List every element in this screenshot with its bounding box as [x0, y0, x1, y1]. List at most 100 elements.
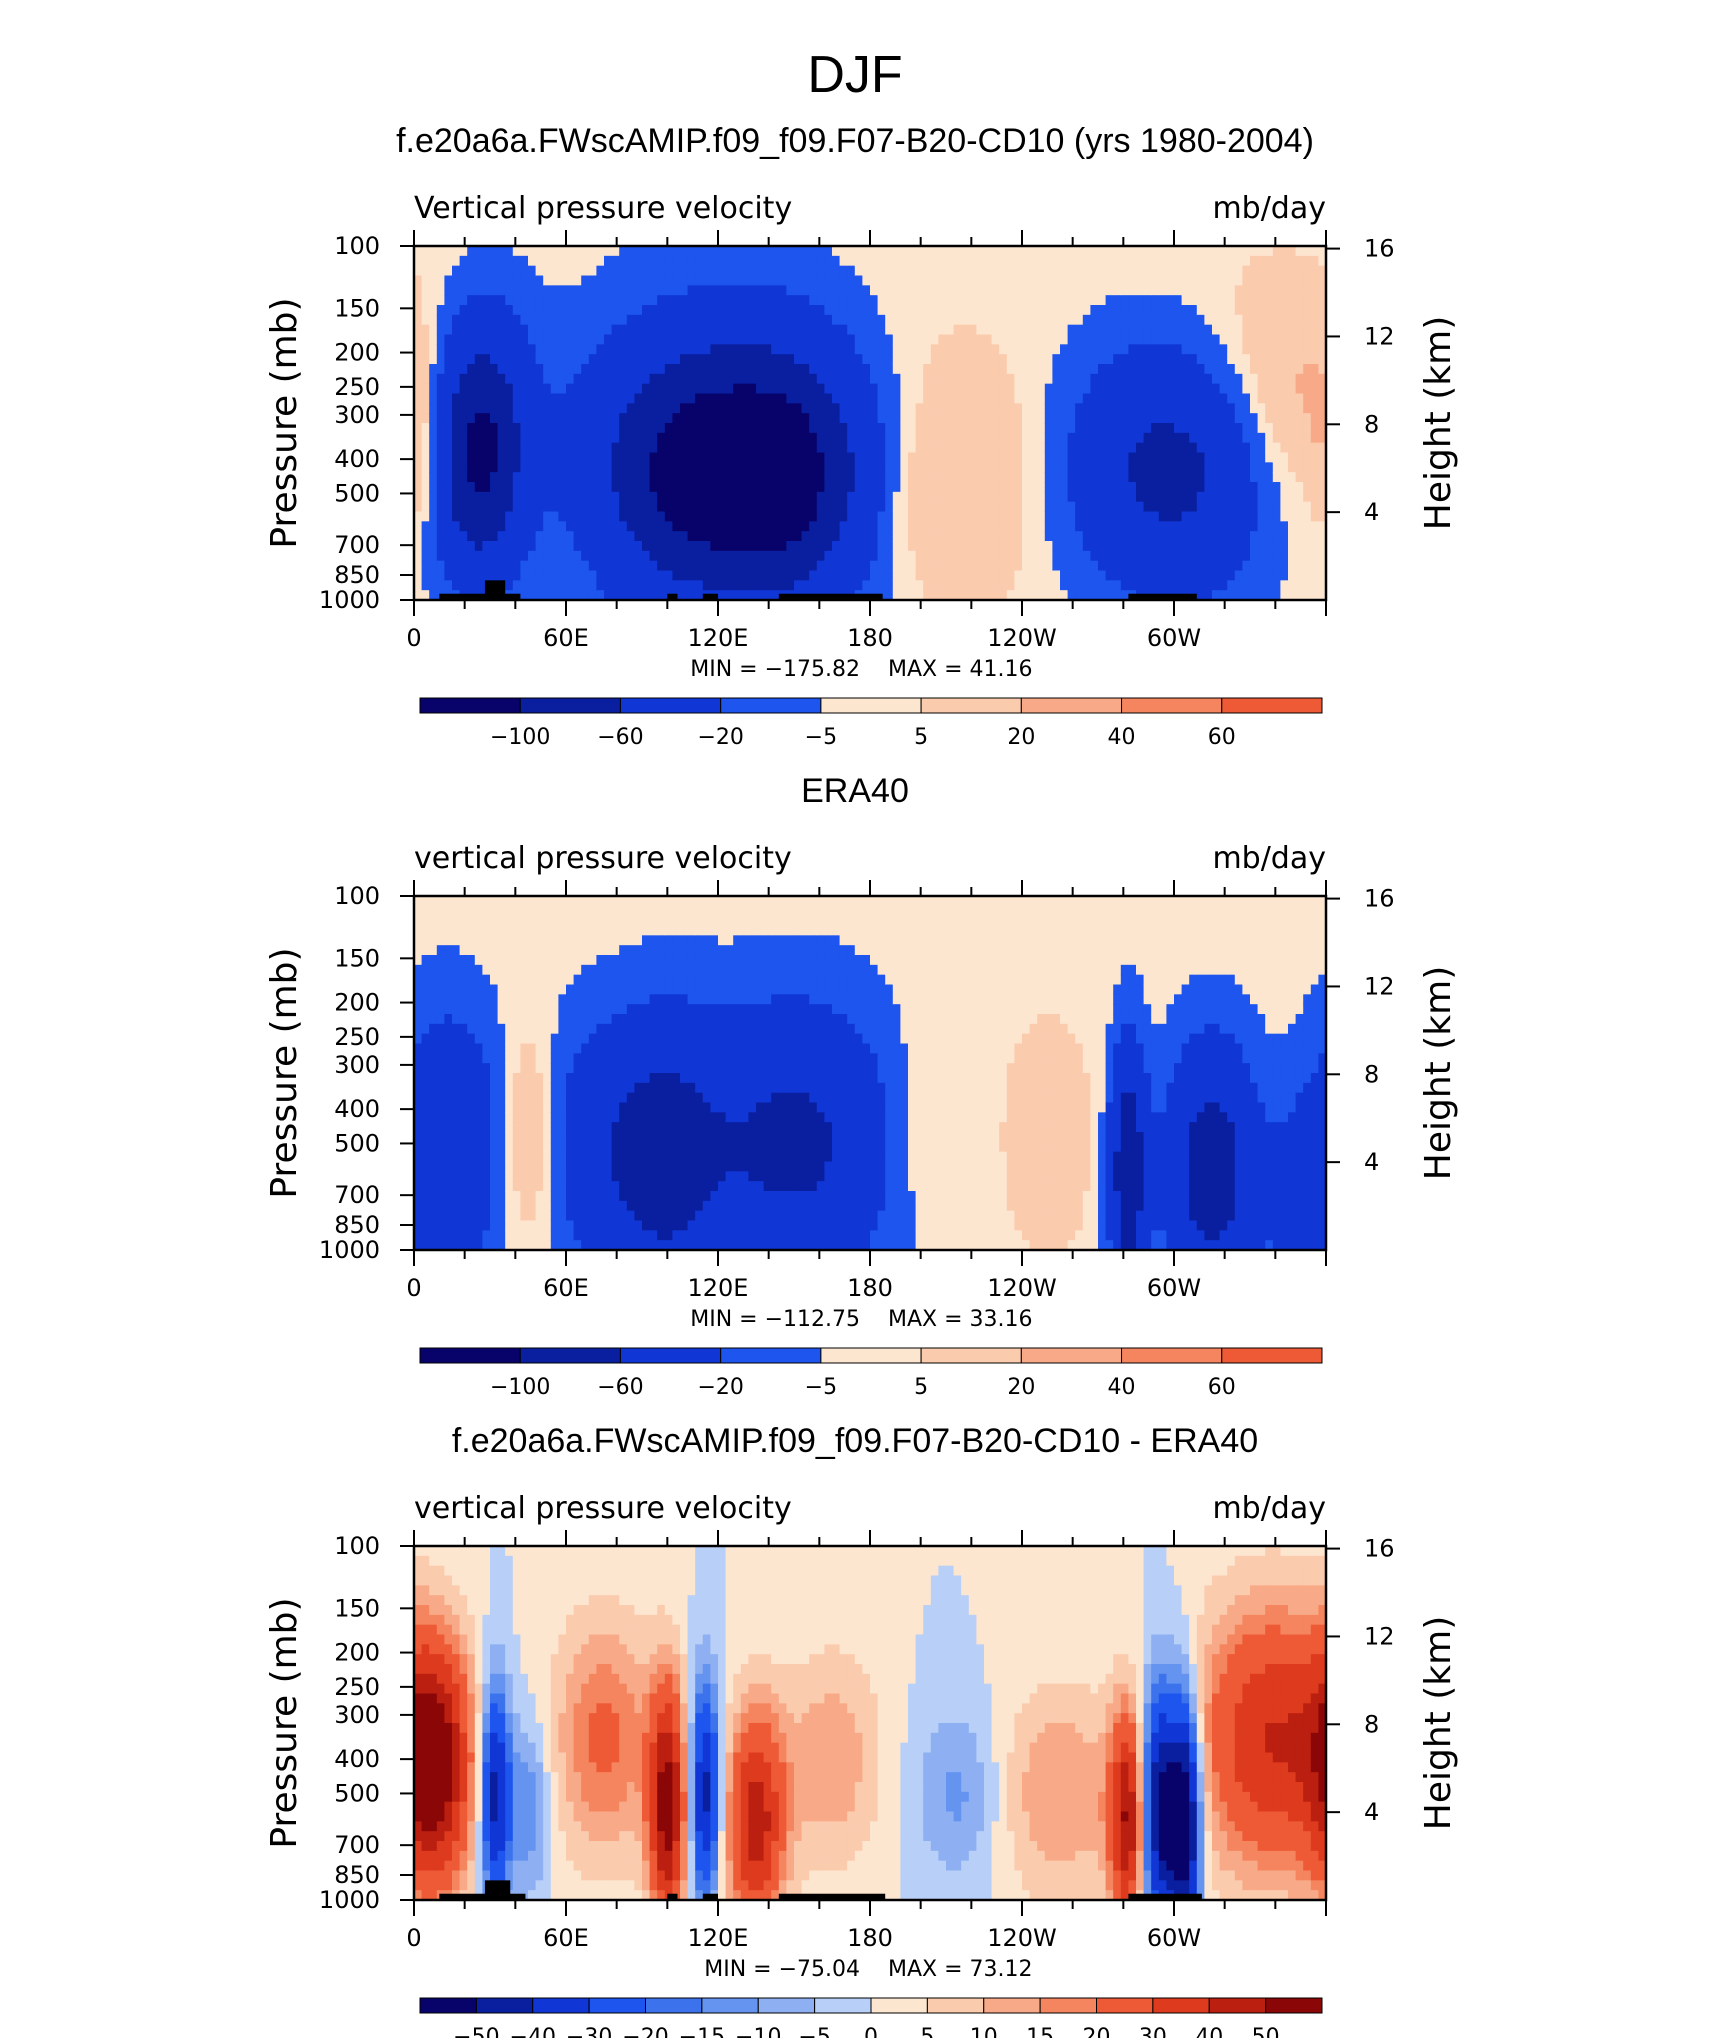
heatmap-cell: [1280, 255, 1289, 267]
heatmap-cell: [999, 541, 1008, 552]
heatmap-cell: [490, 364, 499, 375]
heatmap-cell: [1250, 285, 1259, 296]
heatmap-cell: [459, 1112, 468, 1123]
heatmap-cell: [1113, 491, 1122, 503]
heatmap-cell: [436, 915, 445, 927]
heatmap-cell: [1212, 383, 1221, 395]
heatmap-cell: [1037, 580, 1046, 591]
heatmap-cell: [505, 246, 514, 257]
heatmap-cell: [664, 295, 673, 306]
heatmap-cell: [740, 246, 749, 257]
heatmap-cell: [756, 501, 765, 513]
heatmap-cell: [1212, 295, 1221, 306]
heatmap-cell: [421, 344, 430, 355]
heatmap-cell: [870, 511, 879, 522]
heatmap-cell: [421, 373, 430, 385]
heatmap-cell: [436, 905, 445, 917]
heatmap-cell: [474, 1191, 483, 1202]
heatmap-cell: [1029, 560, 1038, 572]
heatmap-cell: [930, 423, 939, 434]
heatmap-cell: [505, 324, 514, 336]
heatmap-cell: [923, 265, 932, 277]
heatmap-cell: [778, 334, 787, 345]
heatmap-cell: [444, 452, 453, 463]
heatmap-cell: [414, 1220, 423, 1231]
heatmap-cell: [832, 364, 841, 375]
heatmap-cell: [1242, 590, 1251, 601]
heatmap-cell: [642, 580, 651, 591]
heatmap-cell: [1174, 521, 1183, 532]
heatmap-cell: [452, 423, 461, 434]
heatmap-cell: [710, 521, 719, 532]
heatmap-cell: [1219, 354, 1228, 365]
heatmap-cell: [467, 511, 476, 522]
heatmap-cell: [1189, 285, 1198, 296]
heatmap-cell: [550, 423, 559, 434]
heatmap-cell: [1151, 472, 1160, 483]
heatmap-cell: [748, 501, 757, 513]
heatmap-cell: [573, 452, 582, 463]
heatmap-cell: [702, 432, 711, 444]
heatmap-cell: [429, 285, 438, 296]
heatmap-cell: [550, 521, 559, 532]
heatmap-cell: [862, 275, 871, 286]
heatmap-cell: [1098, 511, 1107, 522]
heatmap-cell: [467, 501, 476, 513]
heatmap-cell: [877, 354, 886, 365]
heatmap-cell: [763, 334, 772, 345]
heatmap-cell: [429, 1092, 438, 1104]
heatmap-cell: [778, 295, 787, 306]
heatmap-cell: [695, 423, 704, 434]
heatmap-cell: [474, 255, 483, 267]
heatmap-cell: [1250, 432, 1259, 444]
heatmap-cell: [642, 314, 651, 326]
heatmap-cell: [1295, 324, 1304, 336]
heatmap-cell: [1151, 314, 1160, 326]
heatmap-cell: [429, 984, 438, 995]
heatmap-cell: [1204, 531, 1213, 542]
heatmap-cell: [923, 364, 932, 375]
heatmap-cell: [733, 265, 742, 277]
heatmap-cell: [550, 354, 559, 365]
heatmap-cell: [778, 472, 787, 483]
heatmap-cell: [763, 511, 772, 522]
heatmap-cell: [900, 364, 909, 375]
heatmap-cell: [1006, 364, 1015, 375]
heatmap-cell: [740, 354, 749, 365]
heatmap-cell: [490, 491, 499, 503]
heatmap-cell: [1257, 423, 1266, 434]
heatmap-cell: [809, 423, 818, 434]
heatmap-cell: [1288, 354, 1297, 365]
heatmap-cell: [854, 413, 863, 424]
heatmap-cell: [748, 541, 757, 552]
heatmap-cell: [991, 432, 1000, 444]
heatmap-cell: [611, 560, 620, 572]
heatmap-cell: [1280, 590, 1289, 601]
heatmap-cell: [733, 432, 742, 444]
heatmap-cell: [923, 531, 932, 542]
heatmap-cell: [657, 354, 666, 365]
heatmap-cell: [1280, 432, 1289, 444]
heatmap-cell: [1037, 511, 1046, 522]
heatmap-cell: [1265, 491, 1274, 503]
heatmap-cell: [756, 491, 765, 503]
heatmap-cell: [938, 511, 947, 522]
heatmap-cell: [809, 255, 818, 267]
heatmap-cell: [649, 413, 658, 424]
heatmap-cell: [474, 1141, 483, 1153]
heatmap-cell: [467, 964, 476, 976]
heatmap-cell: [452, 314, 461, 326]
heatmap-cell: [710, 364, 719, 375]
heatmap-cell: [444, 393, 453, 404]
heatmap-cell: [512, 1191, 521, 1202]
heatmap-cell: [870, 275, 879, 286]
heatmap-cell: [550, 373, 559, 385]
heatmap-cell: [657, 403, 666, 414]
heatmap-cell: [1189, 354, 1198, 365]
heatmap-cell: [528, 945, 537, 956]
heatmap-cell: [1044, 482, 1053, 493]
heatmap-cell: [619, 472, 628, 483]
heatmap-cell: [1029, 403, 1038, 414]
heatmap-cell: [976, 383, 985, 395]
colorbar-label: 5: [914, 725, 928, 750]
